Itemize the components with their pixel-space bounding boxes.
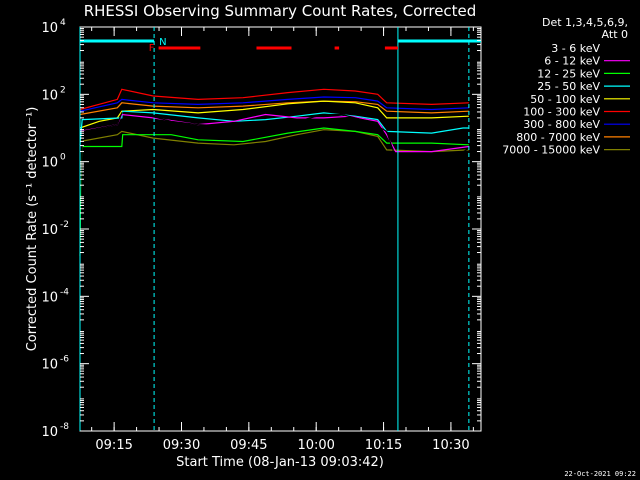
- legend-item-label: 6 - 12 keV: [544, 55, 600, 68]
- y-tick-label: 10: [41, 88, 58, 103]
- y-tick-exponent: -2: [60, 220, 69, 230]
- series-line: [79, 96, 469, 112]
- y-tick-exponent: -6: [60, 355, 69, 365]
- x-tick-label: 10:00: [297, 438, 334, 453]
- legend-item-label: 7000 - 15000 keV: [502, 144, 600, 157]
- x-tick-label: 09:45: [230, 438, 267, 453]
- y-axis-label: Corrected Count Rate (s⁻¹ detector⁻¹): [25, 107, 40, 352]
- y-tick-exponent: -4: [60, 287, 69, 297]
- legend-item-label: 100 - 300 keV: [523, 106, 600, 119]
- legend-item-label: 12 - 25 keV: [537, 67, 600, 80]
- series-line: [79, 129, 469, 153]
- footer-date: 22-Oct-2021 09:22: [564, 470, 636, 478]
- series-line: [79, 100, 469, 116]
- y-tick-label: 10: [41, 425, 58, 440]
- x-tick-label: 09:30: [163, 438, 200, 453]
- series-line: [79, 113, 469, 153]
- night-label: N: [159, 37, 166, 48]
- y-tick-exponent: 2: [60, 85, 66, 95]
- chart-title: RHESSI Observing Summary Count Rates, Co…: [84, 2, 477, 20]
- legend-header-line-1: Det 1,3,4,5,6,9,: [542, 16, 628, 29]
- x-tick-label: 09:15: [95, 438, 132, 453]
- legend-item-label: 50 - 100 keV: [530, 93, 600, 106]
- y-tick-exponent: 0: [60, 153, 66, 163]
- legend-item-label: 300 - 800 keV: [523, 118, 600, 131]
- series-line: [79, 127, 469, 256]
- series-line: [79, 88, 469, 111]
- x-tick-label: 10:15: [365, 438, 402, 453]
- y-tick-label: 10: [41, 358, 58, 373]
- legend-item-label: 25 - 50 keV: [537, 80, 600, 93]
- y-tick-exponent: -8: [60, 422, 69, 432]
- x-tick-label: 10:30: [432, 438, 469, 453]
- series-line: [79, 112, 470, 432]
- legend-header-line-2: Att 0: [602, 28, 628, 41]
- flare-label: F: [149, 43, 155, 54]
- y-tick-label: 10: [41, 21, 58, 36]
- y-tick-label: 10: [41, 156, 58, 171]
- series-line: [79, 100, 469, 129]
- x-axis-ticks: 09:15 09:30 09:45 10:00 10:15 10:30: [91, 27, 474, 453]
- y-tick-label: 10: [41, 290, 58, 305]
- y-tick-label: 10: [41, 223, 58, 238]
- legend-item-label: 3 - 6 keV: [551, 42, 600, 55]
- series-layer: [79, 88, 470, 432]
- y-tick-exponent: 4: [60, 18, 66, 28]
- x-axis-label: Start Time (08-Jan-13 09:03:42): [176, 455, 384, 470]
- legend-item-label: 800 - 7000 keV: [516, 131, 600, 144]
